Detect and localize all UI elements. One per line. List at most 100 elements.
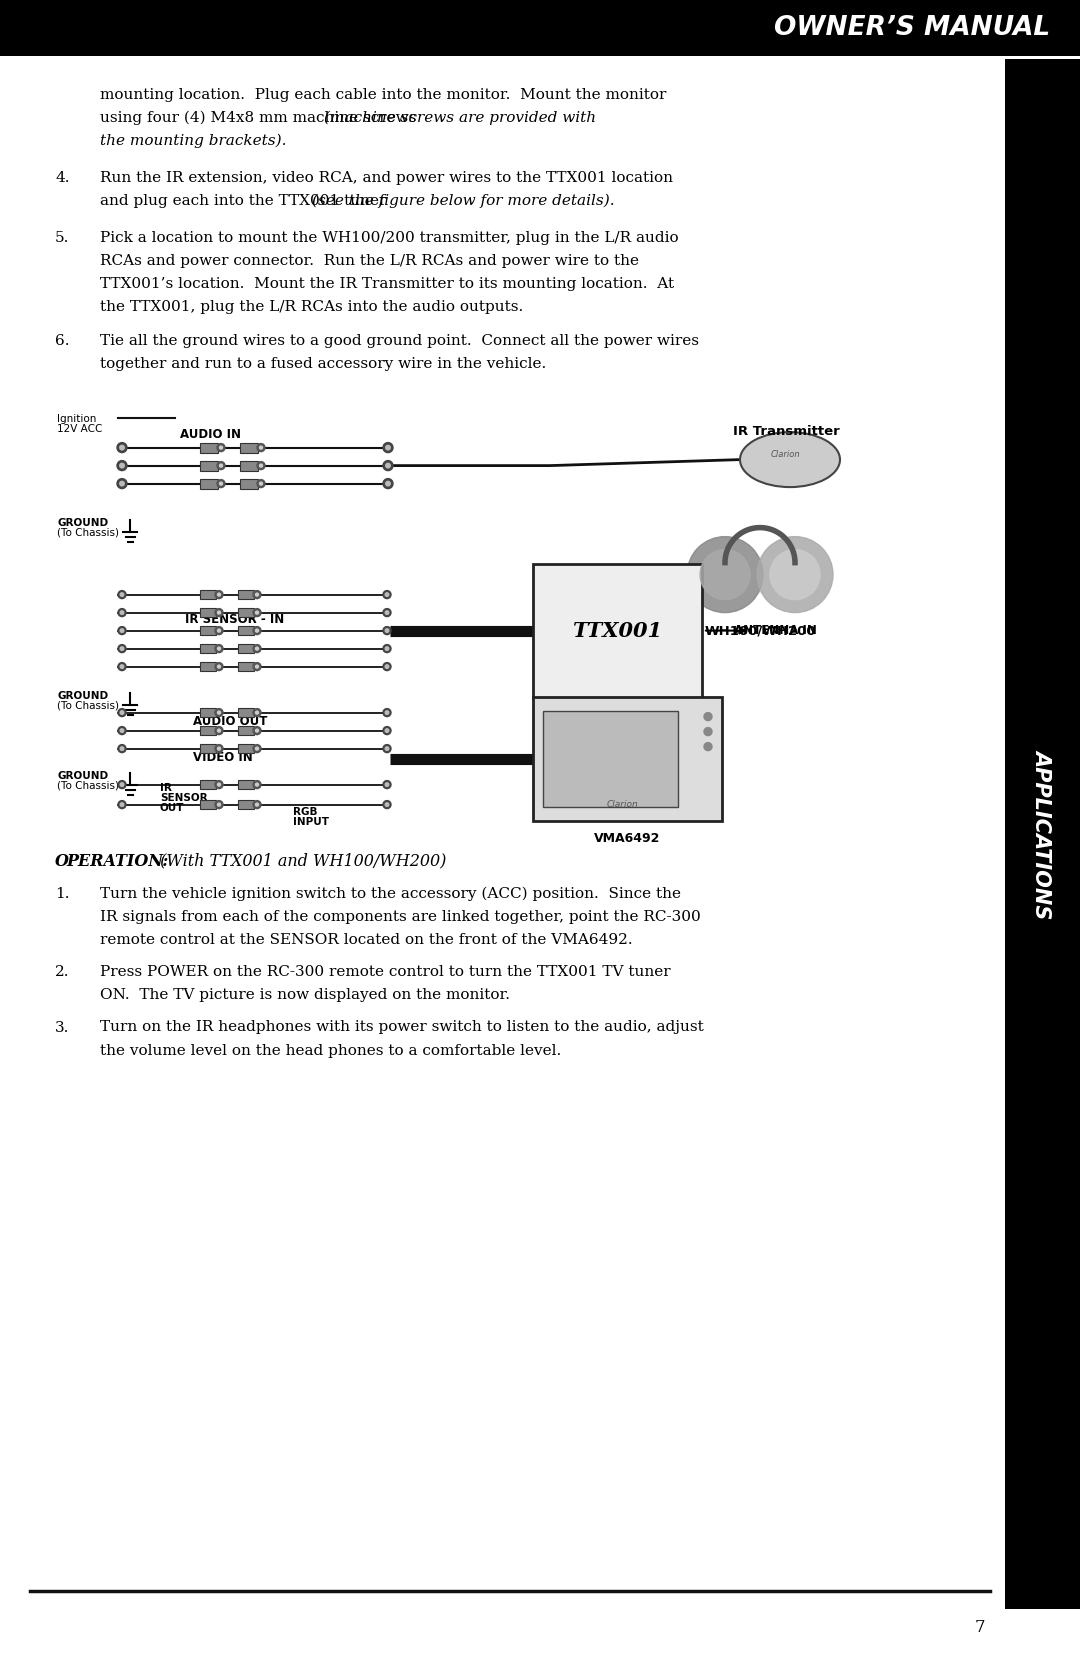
Text: and plug each into the TTX001 tuner: and plug each into the TTX001 tuner	[100, 194, 391, 209]
Bar	[200, 644, 216, 653]
Circle shape	[259, 446, 262, 449]
FancyBboxPatch shape	[534, 696, 723, 821]
Circle shape	[386, 746, 389, 751]
Bar	[0, 0, 1080, 57]
Circle shape	[217, 748, 220, 749]
Circle shape	[217, 729, 220, 733]
Circle shape	[118, 609, 126, 616]
Text: OWNER’S MANUAL: OWNER’S MANUAL	[774, 15, 1050, 42]
Circle shape	[217, 629, 220, 633]
Bar	[200, 626, 216, 636]
Circle shape	[256, 611, 258, 614]
Circle shape	[215, 644, 222, 653]
Bar	[200, 726, 216, 734]
Circle shape	[217, 462, 225, 469]
Text: (To Chassis): (To Chassis)	[57, 527, 119, 537]
Text: IR: IR	[160, 783, 172, 793]
Text: (With TTX001 and WH100/WH200): (With TTX001 and WH100/WH200)	[156, 853, 446, 870]
Text: (machine screws are provided with: (machine screws are provided with	[324, 112, 596, 125]
Text: 2.: 2.	[55, 965, 69, 980]
Circle shape	[217, 666, 220, 668]
Circle shape	[386, 711, 389, 714]
Circle shape	[704, 728, 712, 736]
Text: RGB: RGB	[293, 806, 318, 816]
Circle shape	[253, 663, 261, 671]
Text: IR signals from each of the components are linked together, point the RC-300: IR signals from each of the components a…	[100, 910, 701, 925]
Circle shape	[383, 663, 391, 671]
Circle shape	[383, 609, 391, 616]
Circle shape	[217, 592, 220, 596]
Circle shape	[118, 591, 126, 599]
Circle shape	[257, 479, 265, 487]
Text: ANTENNA IN: ANTENNA IN	[733, 624, 816, 638]
Text: (To Chassis): (To Chassis)	[57, 701, 119, 711]
Circle shape	[253, 644, 261, 653]
Bar	[238, 644, 254, 653]
Bar	[200, 608, 216, 618]
Circle shape	[253, 709, 261, 716]
Circle shape	[386, 629, 389, 633]
Circle shape	[219, 464, 222, 467]
Circle shape	[256, 783, 258, 786]
Circle shape	[253, 591, 261, 599]
Circle shape	[120, 481, 124, 486]
Text: together and run to a fused accessory wire in the vehicle.: together and run to a fused accessory wi…	[100, 357, 546, 371]
Circle shape	[383, 726, 391, 734]
Text: 12V ACC: 12V ACC	[57, 424, 103, 434]
Circle shape	[386, 664, 389, 668]
Text: 3.: 3.	[55, 1020, 69, 1035]
Circle shape	[120, 803, 124, 806]
Circle shape	[120, 648, 124, 651]
Circle shape	[118, 644, 126, 653]
Text: the volume level on the head phones to a comfortable level.: the volume level on the head phones to a…	[100, 1043, 562, 1058]
Circle shape	[217, 803, 220, 806]
Circle shape	[120, 464, 124, 467]
Bar	[238, 708, 254, 718]
Circle shape	[757, 537, 833, 613]
Bar	[200, 461, 218, 471]
Circle shape	[120, 711, 124, 714]
Circle shape	[383, 801, 391, 808]
Circle shape	[215, 709, 222, 716]
Bar	[200, 591, 216, 599]
Bar	[238, 663, 254, 671]
Bar	[238, 726, 254, 734]
Text: O: O	[55, 853, 69, 870]
Text: IR SENSOR - IN: IR SENSOR - IN	[185, 613, 284, 626]
Ellipse shape	[740, 432, 840, 487]
Circle shape	[257, 462, 265, 469]
Circle shape	[120, 729, 124, 733]
Circle shape	[118, 726, 126, 734]
Circle shape	[120, 446, 124, 451]
Text: remote control at the SENSOR located on the front of the VMA6492.: remote control at the SENSOR located on …	[100, 933, 633, 946]
Circle shape	[386, 803, 389, 806]
Circle shape	[256, 803, 258, 806]
Text: INPUT: INPUT	[293, 816, 329, 826]
Bar	[238, 744, 254, 753]
Circle shape	[118, 744, 126, 753]
Circle shape	[256, 711, 258, 714]
Circle shape	[383, 479, 393, 489]
Circle shape	[215, 626, 222, 634]
Bar	[238, 608, 254, 618]
Circle shape	[253, 744, 261, 753]
Circle shape	[253, 781, 261, 788]
Text: mounting location.  Plug each cable into the monitor.  Mount the monitor: mounting location. Plug each cable into …	[100, 88, 666, 102]
Circle shape	[383, 781, 391, 788]
Circle shape	[120, 611, 124, 614]
Circle shape	[253, 801, 261, 808]
Text: IR Transmitter: IR Transmitter	[733, 424, 840, 437]
Circle shape	[704, 743, 712, 751]
Text: using four (4) M4x8 mm machine screws: using four (4) M4x8 mm machine screws	[100, 112, 421, 125]
Circle shape	[253, 726, 261, 734]
Text: PERATION:: PERATION:	[66, 853, 168, 870]
Circle shape	[259, 482, 262, 486]
Circle shape	[383, 442, 393, 452]
Circle shape	[217, 711, 220, 714]
Circle shape	[700, 549, 750, 599]
Bar	[200, 442, 218, 452]
Circle shape	[687, 537, 762, 613]
Bar	[200, 479, 218, 489]
Text: Turn the vehicle ignition switch to the accessory (ACC) position.  Since the: Turn the vehicle ignition switch to the …	[100, 888, 681, 901]
Text: GROUND: GROUND	[57, 517, 108, 527]
